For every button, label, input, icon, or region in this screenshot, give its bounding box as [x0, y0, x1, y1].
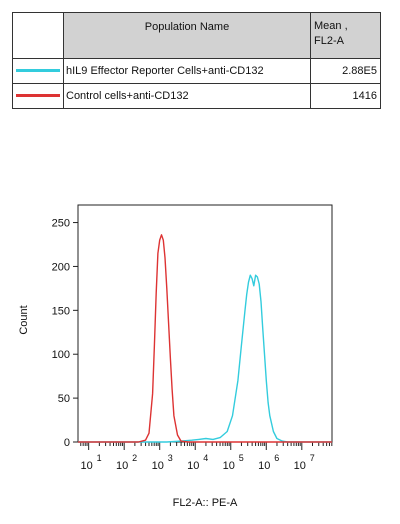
histogram-chart: 0 50 100 150 200 250 10 1 10 2 10 3 10 4 10 5 10 6 10 7 Cou…	[18, 204, 333, 509]
y-tick-label: 200	[52, 261, 70, 273]
legend-header-mean-line1: Mean ,	[314, 20, 348, 32]
x-tick-label-exponent: 2	[132, 453, 137, 463]
series-line-reporter	[78, 274, 332, 443]
x-tick-label-base: 10	[116, 460, 128, 472]
x-tick-label-exponent: 7	[310, 453, 315, 463]
legend-row-reporter: hIL9 Effector Reporter Cells+anti-CD132 …	[12, 58, 381, 84]
chart-axes: 0 50 100 150 200 250 10 1 10 2 10 3 10 4 10 5 10 6 10 7	[52, 204, 333, 472]
y-tick-label: 150	[52, 305, 70, 317]
legend-header-mean: Mean , FL2-A	[310, 12, 381, 59]
legend-swatch-cell	[12, 58, 64, 84]
legend-row-mean: 1416	[310, 83, 381, 109]
y-axis-title: Count	[18, 305, 30, 334]
x-tick-label-exponent: 1	[97, 453, 102, 463]
x-tick-label-base: 10	[223, 460, 235, 472]
x-tick-label-base: 10	[187, 460, 199, 472]
x-tick-label-exponent: 4	[203, 453, 208, 463]
legend-table: Population Name Mean , FL2-A hIL9 Effect…	[12, 12, 381, 109]
legend-row-name: hIL9 Effector Reporter Cells+anti-CD132	[63, 58, 311, 84]
y-tick-label: 100	[52, 349, 70, 361]
x-tick-label-base: 10	[81, 460, 93, 472]
x-tick-label-exponent: 6	[274, 453, 279, 463]
y-tick-label: 50	[58, 393, 70, 405]
x-tick-label-exponent: 5	[239, 453, 244, 463]
legend-header-row: Population Name Mean , FL2-A	[12, 12, 381, 59]
legend-swatch-control	[16, 94, 60, 97]
x-tick-label-base: 10	[152, 460, 164, 472]
legend-header-name: Population Name	[63, 12, 311, 59]
chart-series	[78, 234, 332, 443]
plot-frame	[77, 204, 333, 443]
legend-row-name: Control cells+anti-CD132	[63, 83, 311, 109]
x-tick-label-base: 10	[294, 460, 306, 472]
legend-row-mean: 2.88E5	[310, 58, 381, 84]
series-line-control	[78, 234, 332, 443]
x-tick-label-base: 10	[258, 460, 270, 472]
x-tick-label-exponent: 3	[168, 453, 173, 463]
legend-header-mean-line2: FL2-A	[314, 35, 344, 47]
legend-swatch-reporter	[16, 69, 60, 72]
legend-row-control: Control cells+anti-CD132 1416	[12, 83, 381, 109]
legend-swatch-cell	[12, 83, 64, 109]
y-tick-label: 250	[52, 218, 70, 230]
legend-header-blank	[12, 12, 64, 59]
y-tick-label: 0	[64, 437, 70, 449]
x-axis-title: FL2-A:: PE-A	[173, 497, 238, 509]
